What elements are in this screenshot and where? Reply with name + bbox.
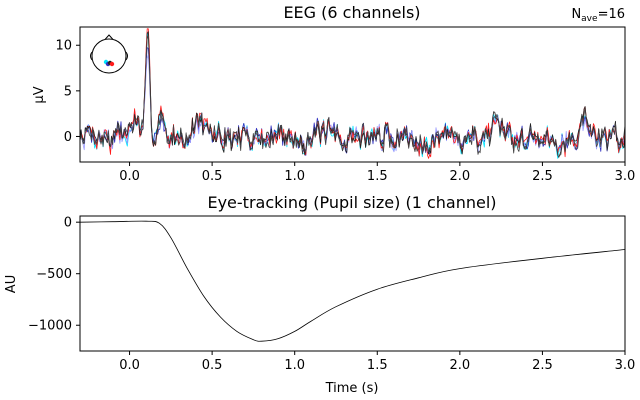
pupil-xtick-label: 2.0: [450, 358, 471, 373]
pupil-ytick-label: 0: [64, 216, 72, 231]
pupil-ticks: 0.0 0.5 1.0 1.5 2.0 2.5 3.0 0 −500 −1000: [28, 216, 635, 373]
eeg-channel-line: [79, 28, 626, 159]
eeg-axes-frame: [79, 26, 626, 163]
eeg-ylabel: µV: [32, 86, 47, 103]
pupil-xtick-label: 3.0: [615, 358, 636, 373]
pupil-traces: [79, 220, 626, 342]
head-left-ear: [90, 51, 93, 61]
sensor-head-inset: [90, 34, 128, 74]
head-nose: [104, 34, 114, 40]
eeg-traces: [79, 28, 626, 159]
eeg-ticks: 0.0 0.5 1.0 1.5 2.0 2.5 3.0 0 5 10: [55, 39, 635, 184]
head-outline: [91, 38, 127, 74]
eeg-xtick-label: 1.0: [284, 169, 305, 184]
eeg-ytick-label: 5: [64, 84, 72, 99]
eeg-xtick-label: 3.0: [615, 169, 636, 184]
pupil-size-line: [79, 220, 626, 342]
sensor-dot: [109, 61, 115, 67]
pupil-xtick-label: 1.0: [284, 358, 305, 373]
pupil-ylabel: AU: [4, 275, 19, 293]
pupil-ytick-label: −1000: [28, 319, 72, 334]
eeg-ytick-label: 0: [64, 130, 72, 145]
eeg-xtick-label: 0.0: [119, 169, 140, 184]
eeg-title: EEG (6 channels): [283, 3, 420, 22]
pupil-xlabel: Time (s): [325, 381, 379, 396]
eeg-channel-line: [79, 35, 626, 158]
pupil-title: Eye-tracking (Pupil size) (1 channel): [207, 193, 496, 212]
eeg-xtick-label: 2.5: [532, 169, 553, 184]
nave-annotation: Nave=16: [571, 7, 625, 24]
head-right-ear: [125, 51, 128, 61]
eeg-xtick-label: 1.5: [367, 169, 388, 184]
eeg-xtick-label: 2.0: [450, 169, 471, 184]
eeg-xtick-label: 0.5: [202, 169, 223, 184]
pupil-xtick-label: 2.5: [532, 358, 553, 373]
pupil-ytick-label: −500: [36, 267, 72, 282]
eeg-panel: EEG (6 channels) Nave=16 0.0 0.5 1.0 1.5 2.0…: [32, 3, 635, 184]
pupil-panel: Eye-tracking (Pupil size) (1 channel) 0.…: [4, 193, 635, 396]
pupil-xtick-label: 1.5: [367, 358, 388, 373]
pupil-axes-frame: [79, 215, 626, 352]
pupil-xtick-label: 0.5: [202, 358, 223, 373]
eeg-channel-line: [79, 31, 626, 158]
eeg-ytick-label: 10: [55, 39, 72, 54]
pupil-xtick-label: 0.0: [119, 358, 140, 373]
